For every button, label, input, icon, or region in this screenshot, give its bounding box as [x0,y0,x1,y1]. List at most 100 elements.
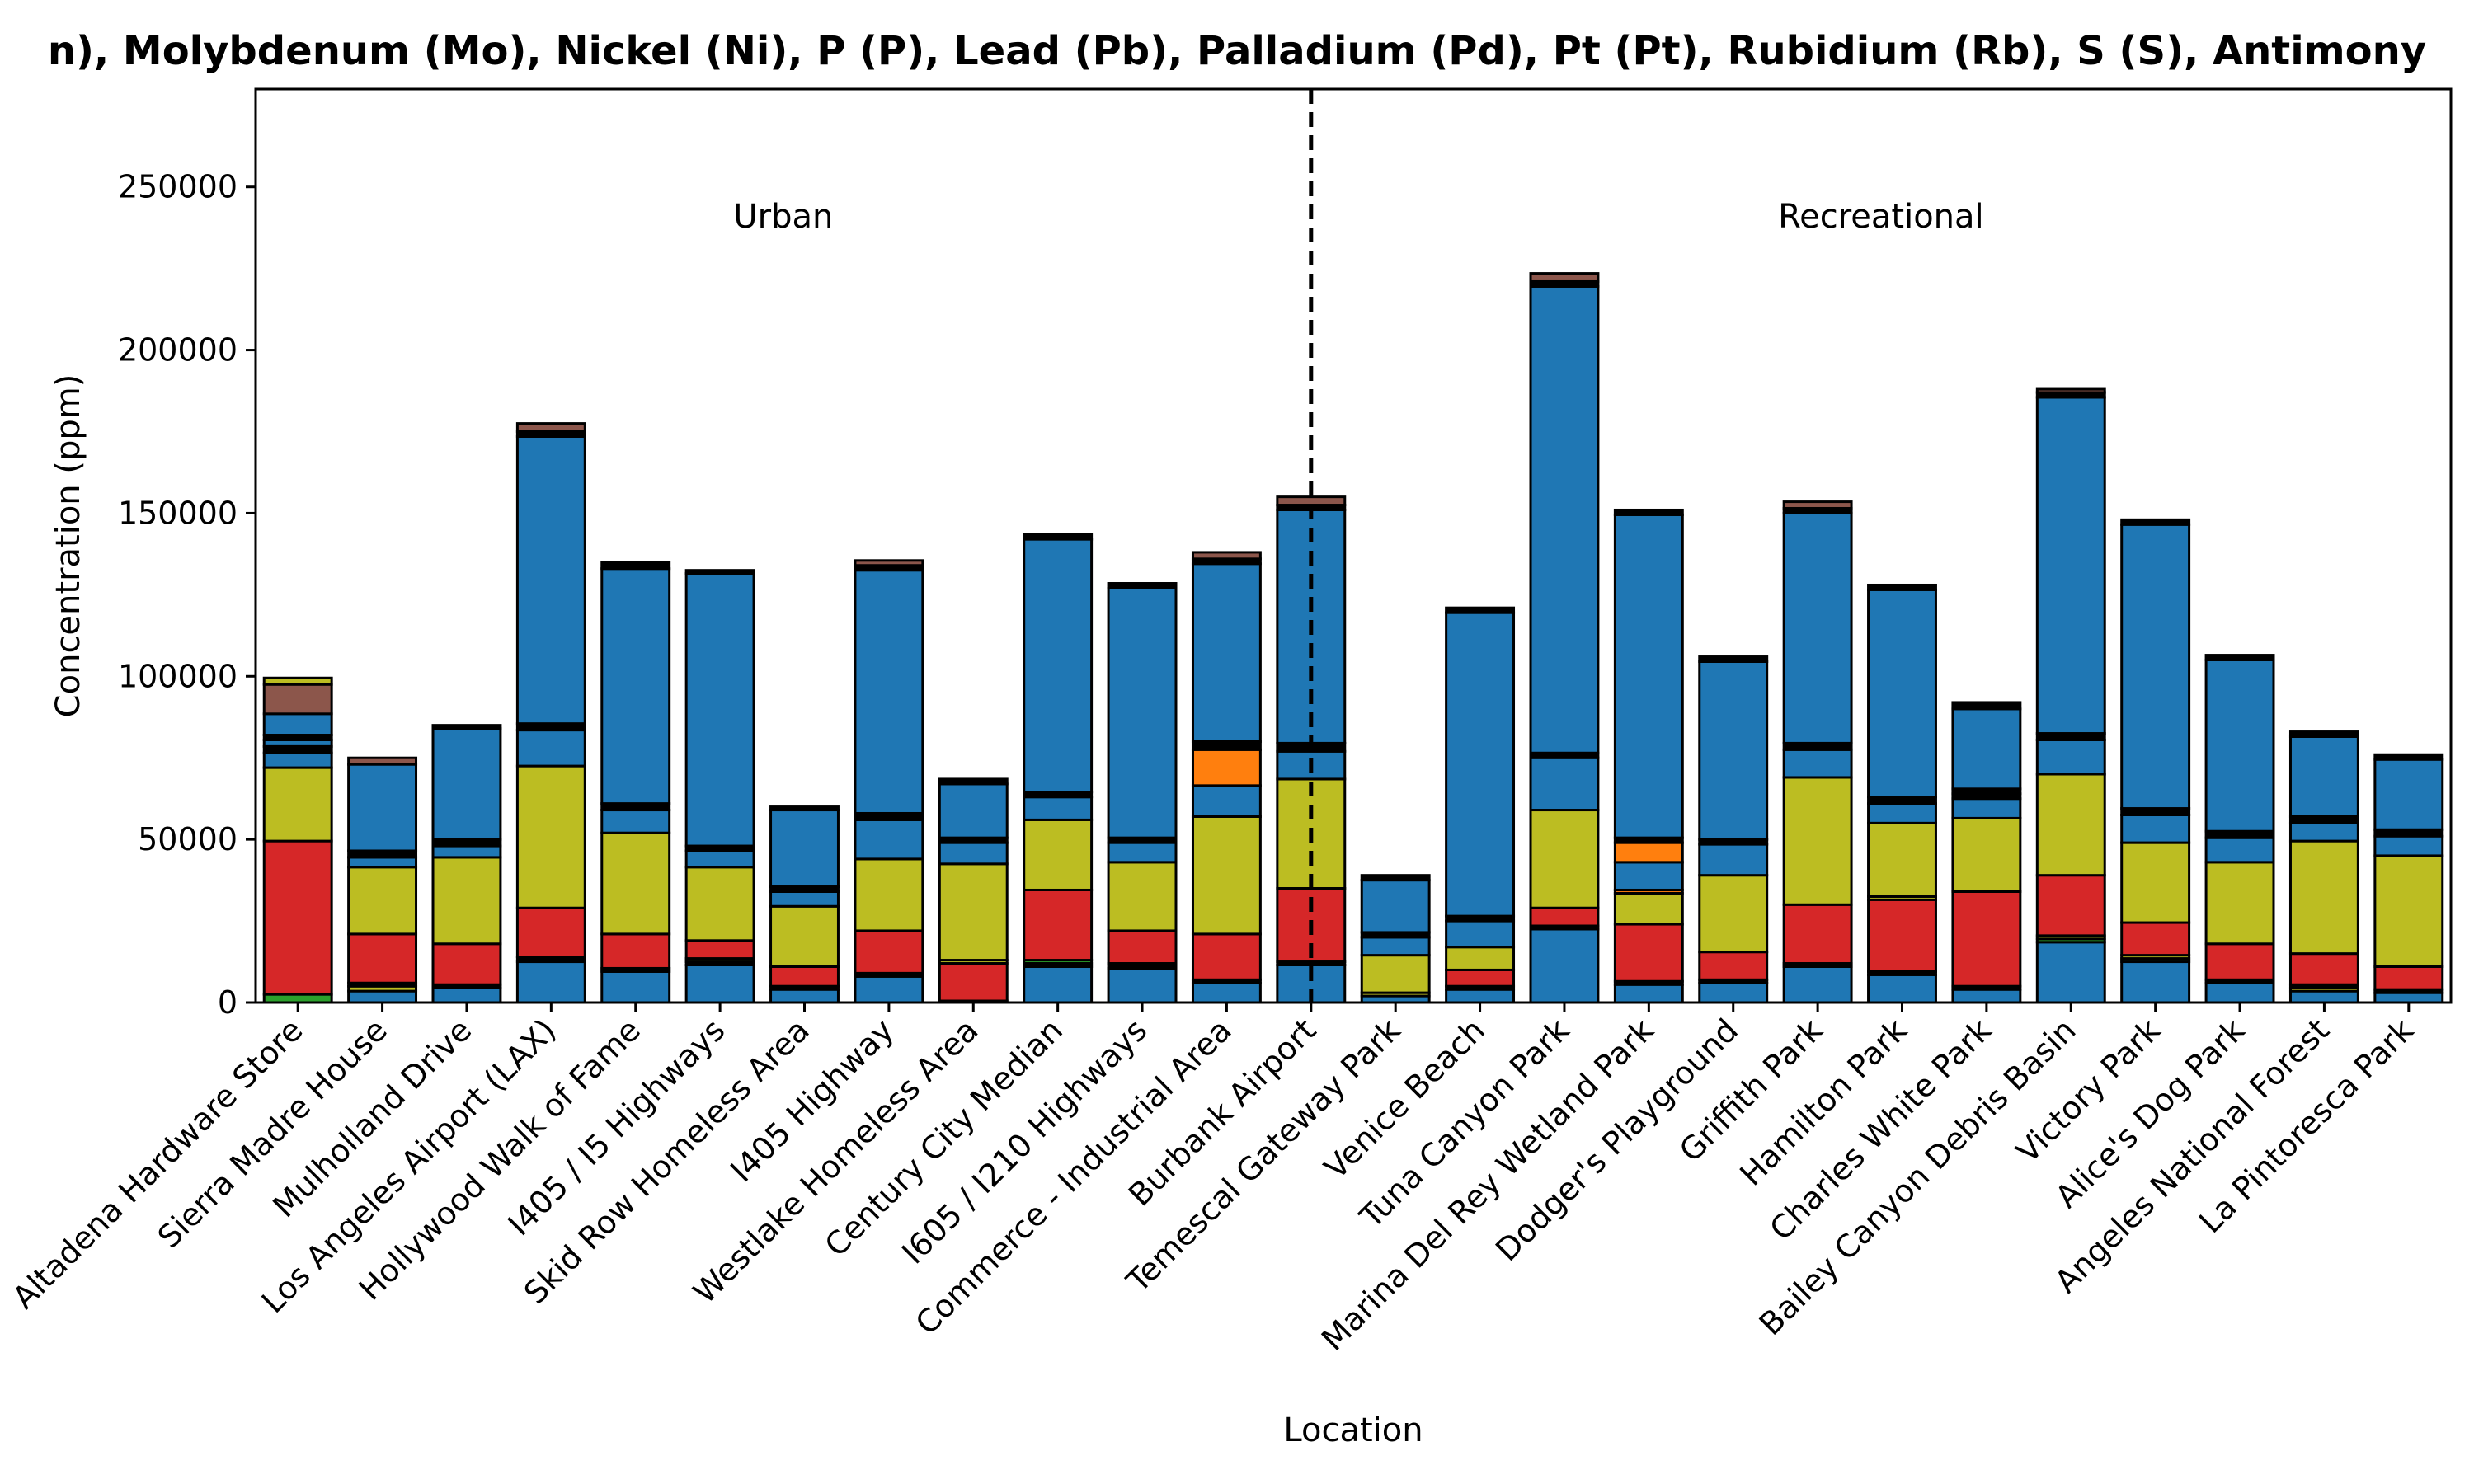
bar-segment [1191,815,1262,936]
bar-segment [600,932,671,970]
bar-segment [684,866,755,942]
y-tick-label: 150000 [118,495,238,531]
region-label-urban: Urban [733,198,833,236]
bar-segment [1782,500,1853,510]
chart-title: n), Molybdenum (Mo), Nickel (Ni), P (P),… [48,28,2426,74]
bar-segment [515,906,586,959]
bar-segment [1191,551,1262,561]
bar-segment [2288,952,2359,986]
bar-segment [2120,523,2191,810]
bar-segment [1867,583,1937,591]
bar-segment [347,866,418,936]
bar-segment [2373,758,2444,831]
bar-segment [1698,951,1769,981]
bar-segment [684,963,755,1004]
bar-segment [1782,748,1853,779]
bar-segment [1107,861,1178,932]
bar-segment [769,904,840,968]
bar-segment [1951,707,2022,791]
bar-segment [938,782,1009,839]
bar-segment [1529,928,1600,1004]
bar-segment [515,434,586,726]
bar-segment [600,970,671,1004]
bar-segment [684,849,755,869]
bar-segment [1023,538,1094,794]
bar-segment [1698,981,1769,1004]
bar-segment [1867,821,1937,898]
bar-segment [262,751,333,769]
bar-segment [1613,891,1684,926]
bar-segment [769,805,840,812]
bar-segment [769,809,840,889]
bar-segment [2373,991,2444,1004]
bar-segment [2120,813,2191,844]
bar-segment [854,569,924,815]
bar-segment [1360,874,1431,882]
bar-segment [1276,495,1347,507]
bar-segment [1951,816,2022,893]
bar-segment [1191,784,1262,818]
bar-segment [1951,797,2022,819]
bar-segment [2120,518,2191,526]
bar-segment [938,962,1009,1003]
bar-segment [262,839,333,996]
bar-segment [2120,841,2191,924]
bar-segment [2035,387,2106,394]
bar-segment [1529,906,1600,928]
bar-segment [684,939,755,960]
bar-segment [600,831,671,936]
bar-segment [2204,861,2275,946]
y-tick-label: 50000 [138,821,238,857]
bar-segment [1445,968,1516,988]
bar-segment [262,683,333,716]
bar-segment [1698,660,1769,841]
bar-segment [1191,748,1262,787]
bar-segment [1445,611,1516,918]
bar-segment [1782,776,1853,906]
bar-segment [1107,586,1178,839]
bar-segment [1360,879,1431,934]
bar-segment [600,809,671,834]
bar-segment [1698,655,1769,663]
bar-segment [1867,973,1937,1004]
bar-segment [854,559,924,567]
bar-segment [600,567,671,805]
bar-segment [1951,701,2022,711]
bar-segment [515,960,586,1004]
bar-segment [1529,809,1600,909]
bar-segment [2288,821,2359,843]
bar-segment [938,777,1009,786]
bar-segment [1445,606,1516,614]
bar-segment [2373,753,2444,761]
bar-segment [1360,954,1431,994]
bar-segment [1107,966,1178,1004]
bar-segment [1529,272,1600,283]
bar-segment [2288,730,2359,738]
bar-segment [1529,756,1600,812]
bar-segment [769,890,840,908]
y-axis: 0 50000 100000 150000 200000 250000 [118,169,256,1021]
y-tick-label: 200000 [118,332,238,369]
bar-segment [1867,898,1937,973]
bar-segment [1613,923,1684,983]
bar-segment [431,724,502,730]
bar-segment [1613,861,1684,891]
bar-segment [2035,773,2106,877]
bar-segment [2373,965,2444,991]
bar-segment [1023,796,1094,821]
bar-segment [1191,932,1262,981]
bar-segment [2204,654,2275,661]
bar-segment [854,818,924,861]
bar-segment [1445,988,1516,1004]
bar-segment [2035,738,2106,776]
bar-segment [1023,965,1094,1004]
bar-segment [2288,989,2359,1004]
bar-segment [347,932,418,984]
bar-segment [431,844,502,859]
bar-segment [347,856,418,869]
bar-segment [1613,983,1684,1004]
bar-segment [600,561,671,571]
bar-segment [2120,960,2191,1004]
bar-segment [347,763,418,852]
